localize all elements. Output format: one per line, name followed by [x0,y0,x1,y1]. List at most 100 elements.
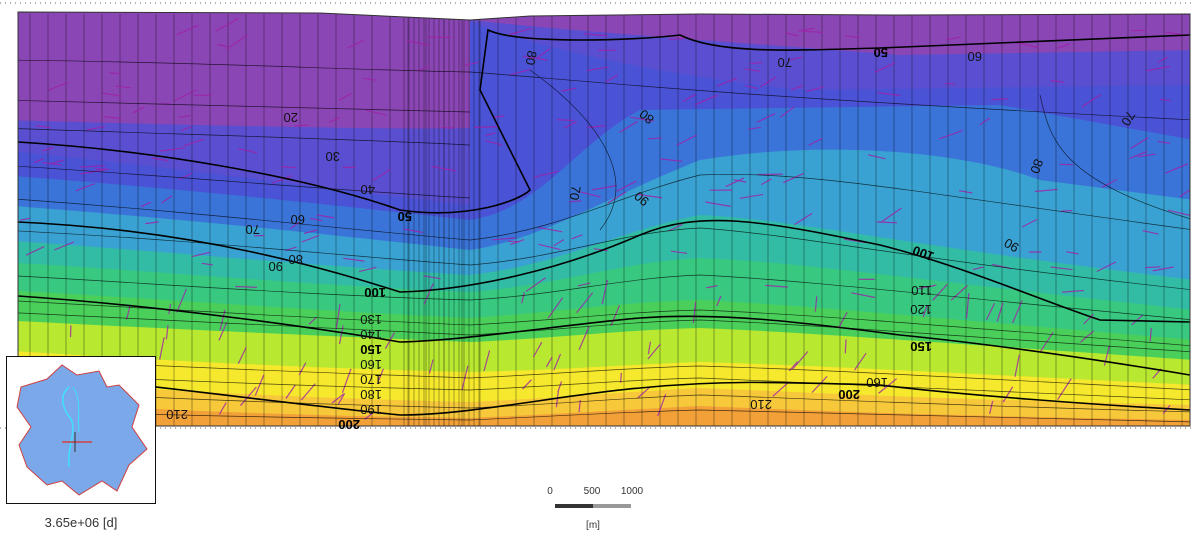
velocity-arrow [94,168,110,170]
velocity-arrow [109,72,121,75]
contour-label-20: 20 [284,110,298,125]
velocity-arrow [174,88,198,102]
velocity-arrow [958,190,973,194]
velocity-arrow [670,250,688,254]
velocity-arrow [985,302,996,321]
velocity-arrow [561,87,577,92]
contour-100 [18,219,1190,323]
velocity-arrow [1137,153,1156,158]
inset-domain [16,364,148,496]
velocity-arrow [254,374,265,396]
velocity-arrow [1101,178,1117,188]
velocity-arrow [510,68,531,76]
velocity-arrow [1065,251,1079,255]
velocity-arrow [785,32,799,37]
velocity-arrow [657,393,667,417]
contour-fill-layer [18,12,1190,426]
contour-label-50-right: 50 [874,45,888,60]
velocity-arrow [939,129,963,140]
velocity-arrow [140,201,152,208]
velocity-arrow [423,275,441,280]
velocity-arrow [972,266,984,271]
velocity-arrow [294,124,309,127]
velocity-arrow [125,306,131,320]
velocity-arrow [132,106,145,114]
velocity-arrow [328,116,341,123]
velocity-arrow [668,38,685,40]
velocity-arrow [1083,313,1095,325]
velocity-arrow [867,154,886,160]
contour-label-80-left: 80 [289,252,303,267]
velocity-arrow [772,382,789,397]
velocity-arrow [748,126,761,130]
velocity-arrow [630,116,654,122]
contour-label-100-right: 100 [911,243,937,265]
velocity-arrow [346,39,364,49]
velocity-arrow [1057,378,1072,401]
velocity-arrow [545,356,553,368]
velocity-arrow [159,337,165,360]
velocity-arrow [659,158,683,162]
contour-label-140: 140 [360,327,382,342]
contour-label-90-right: 90 [1001,235,1021,255]
velocity-arrow [423,283,434,305]
velocity-arrow [522,55,548,61]
velocity-arrow [647,341,651,355]
velocity-arrow [854,352,867,371]
velocity-arrow [75,183,96,192]
velocity-arrow [165,325,169,340]
velocity-arrow [474,126,499,128]
scale-bar-light [593,504,631,508]
velocity-arrow [802,30,823,34]
velocity-arrow [578,400,581,412]
velocity-arrow [1145,65,1171,72]
contour-labels: 20 30 40 50 50 60 60 70 70 70 70 80 80 8… [166,45,1138,432]
velocity-arrow [593,248,608,252]
velocity-arrow [780,106,795,118]
band-orange [18,400,1190,426]
velocity-arrow [316,214,335,219]
velocity-arrow [744,68,760,72]
velocity-arrow [1145,266,1161,269]
velocity-arrow [790,85,803,91]
velocity-arrow [25,246,45,256]
velocity-arrow [281,166,297,169]
velocity-arrow [285,384,296,399]
velocity-arrow [759,76,777,88]
velocity-arrow [556,119,574,122]
velocity-arrow [1081,94,1101,108]
velocity-arrow [428,359,434,374]
velocity-arrow [237,148,258,154]
velocity-arrow [1060,209,1073,212]
velocity-arrow [1080,330,1094,343]
velocity-arrow [176,288,188,313]
velocity-arrow [946,36,961,41]
velocity-arrow [376,368,384,385]
velocity-arrow [586,66,609,72]
velocity-arrow [1103,345,1110,366]
velocity-arrow [637,386,650,399]
contour-label-30: 30 [326,149,340,164]
velocity-arrow [794,212,813,226]
velocity-arrow [54,241,75,251]
velocity-arrow [989,400,994,415]
contour-label-80-right: 80 [1027,157,1046,176]
velocity-arrow [1131,314,1144,326]
velocity-arrow [844,339,847,354]
contour-label-170: 170 [360,372,382,387]
contour-label-150-left: 150 [360,342,382,357]
velocity-arrow [237,347,247,364]
velocity-arrow [576,292,594,314]
contour-label-120: 120 [910,302,932,317]
velocity-arrow [341,368,352,394]
velocity-arrow [331,392,345,404]
velocity-arrow [485,140,503,146]
velocity-arrow [806,86,824,93]
velocity-arrow [338,92,352,101]
velocity-arrow [160,147,185,152]
velocity-arrow [789,56,803,61]
contour-label-190: 190 [360,402,382,417]
major-contours [18,28,1190,416]
velocity-arrow [991,98,1009,101]
